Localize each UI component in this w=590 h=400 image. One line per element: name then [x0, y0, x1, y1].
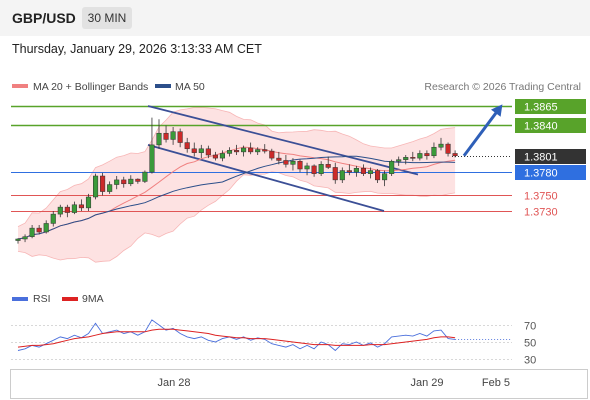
rsi-ma-legend-label: 9MA: [82, 293, 104, 305]
ma50-legend-swatch: [155, 84, 171, 88]
ma50-legend-label: MA 50: [175, 81, 205, 93]
rsi-panel: 70 50 30: [11, 320, 536, 367]
forecast-arrow: [464, 104, 502, 155]
rsi-line: [18, 320, 455, 351]
research-credit: Research © 2026 Trading Central: [424, 81, 581, 93]
resistance-level-label: 1.3865: [524, 102, 558, 114]
resistance-level-label: 1.3840: [524, 121, 558, 133]
candle: [389, 160, 394, 176]
rsi-legend-label: RSI: [33, 293, 51, 305]
last-level-label: 1.3801: [524, 152, 558, 164]
legend: MA 20 + Bollinger Bands MA 50 Research ©…: [12, 81, 581, 93]
candle: [93, 174, 98, 200]
candle: [143, 171, 148, 183]
rsi-tick-label: 30: [524, 355, 536, 367]
bollinger-bands: [18, 107, 455, 262]
x-tick-label: Feb 5: [482, 377, 510, 389]
pivot-level-label: 1.3780: [524, 168, 558, 180]
bollinger-band-fill: [18, 107, 455, 262]
support-level-label: 1.3750: [524, 191, 558, 203]
x-tick-label: Jan 28: [157, 377, 190, 389]
rsi-tick-label: 50: [524, 338, 536, 350]
rsi-ma-legend-swatch: [62, 297, 78, 301]
rsi-legend-swatch: [12, 297, 28, 301]
rsi-tick-label: 70: [524, 321, 536, 333]
bollinger-legend-swatch: [12, 84, 28, 88]
rsi-legend: RSI 9MA: [12, 293, 104, 305]
candle: [157, 119, 162, 149]
x-tick-label: Jan 29: [410, 377, 443, 389]
level-labels: 1.3865 1.3840 1.3801 1.3780 1.3750 1.3730: [515, 99, 586, 219]
forecast-arrow-shaft: [464, 108, 500, 156]
rsi-ma-line: [18, 329, 455, 347]
support-level-label: 1.3730: [524, 207, 558, 219]
bollinger-legend-label: MA 20 + Bollinger Bands: [33, 81, 148, 93]
